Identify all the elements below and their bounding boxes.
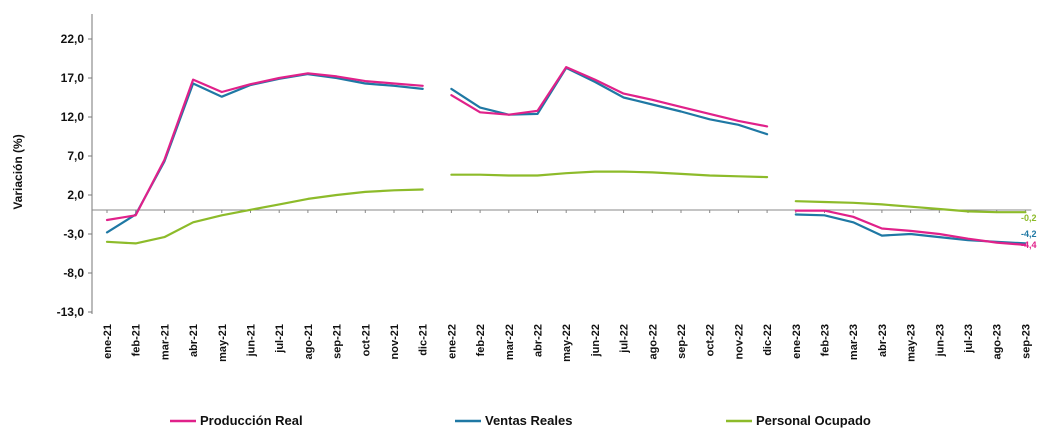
x-tick-label: nov-21 bbox=[389, 324, 401, 359]
x-tick-label: jul-22 bbox=[619, 324, 631, 354]
x-tick-label: sep-22 bbox=[676, 324, 688, 359]
x-tick-label: nov-22 bbox=[733, 324, 745, 359]
x-tick-label: mar-23 bbox=[848, 324, 860, 360]
series-line-personal-ocupado-seg-2 bbox=[794, 200, 1027, 214]
x-tick-label: feb-22 bbox=[475, 324, 487, 356]
series-line-producci-n-real-seg-1 bbox=[450, 66, 769, 128]
x-tick-label: jun-22 bbox=[590, 324, 602, 357]
series-line-ventas-reales-seg-0 bbox=[105, 73, 424, 234]
y-axis-label: Variación (%) bbox=[11, 134, 25, 209]
y-tick-label: 7,0 bbox=[67, 149, 84, 163]
x-tick-label: ago-23 bbox=[992, 324, 1004, 359]
series-line-producci-n-real-seg-0 bbox=[105, 72, 424, 222]
x-tick-label: ene-23 bbox=[791, 324, 803, 359]
x-tick-label: may-23 bbox=[906, 324, 918, 362]
series-lines bbox=[105, 66, 1027, 246]
end-labels: -4,4-4,2 -0,2 bbox=[1021, 213, 1037, 250]
y-tick-label: 17,0 bbox=[61, 71, 85, 85]
x-tick-label: mar-21 bbox=[159, 324, 171, 360]
y-tick-label: 22,0 bbox=[61, 32, 85, 46]
x-tick-label: abr-22 bbox=[533, 324, 545, 357]
y-tick-label: 2,0 bbox=[67, 188, 84, 202]
y-tick-label: 12,0 bbox=[61, 110, 85, 124]
series-line-ventas-reales-seg-1 bbox=[450, 66, 769, 136]
x-tick-label: sep-21 bbox=[332, 324, 344, 359]
x-tick-labels: ene-21 feb-21 mar-21 abr-21 may-21 jun-21 jul-… bbox=[102, 324, 1032, 362]
legend-label: Producción Real bbox=[200, 413, 303, 428]
y-tick-labels: 22,0 17,0 12,0 7,0 2,0 -3,0 -8,0 -13,0 bbox=[57, 32, 85, 319]
x-tick-label: may-21 bbox=[217, 324, 229, 362]
series-line-personal-ocupado-seg-0 bbox=[105, 188, 424, 245]
x-tick-label: jun-23 bbox=[934, 324, 946, 357]
x-tick-label: ene-22 bbox=[446, 324, 458, 359]
x-tick-label: oct-21 bbox=[360, 324, 372, 356]
x-tick-label: sep-23 bbox=[1020, 324, 1032, 359]
x-tick-label: ene-21 bbox=[102, 324, 114, 359]
x-tick-label: oct-22 bbox=[705, 324, 717, 356]
y-tick-label: -13,0 bbox=[57, 305, 85, 319]
x-tick-label: abr-21 bbox=[188, 324, 200, 357]
series-line-ventas-reales-seg-2 bbox=[794, 213, 1027, 245]
y-tick-label: -8,0 bbox=[63, 266, 84, 280]
x-tick-label: jul-21 bbox=[274, 324, 286, 354]
x-tick-label: ago-22 bbox=[647, 324, 659, 359]
x-tick-label: ago-21 bbox=[303, 324, 315, 359]
series-line-personal-ocupado-seg-1 bbox=[450, 170, 769, 179]
x-tick-label: dic-22 bbox=[762, 324, 774, 356]
x-tick-label: may-22 bbox=[561, 324, 573, 362]
axes bbox=[88, 14, 1032, 314]
legend-label: Personal Ocupado bbox=[756, 413, 871, 428]
y-tick-label: -3,0 bbox=[63, 227, 84, 241]
series-line-producci-n-real-seg-2 bbox=[794, 209, 1027, 246]
x-tick-label: feb-23 bbox=[820, 324, 832, 356]
x-tick-label: mar-22 bbox=[504, 324, 516, 360]
end-label: -4,2 bbox=[1021, 229, 1037, 239]
x-tick-label: abr-23 bbox=[877, 324, 889, 357]
x-tick-label: jun-21 bbox=[246, 324, 258, 357]
x-tick-label: feb-21 bbox=[131, 324, 143, 356]
end-label: -4,4 bbox=[1021, 240, 1037, 250]
legend: Producción Real Ventas Reales Personal Ocu… bbox=[170, 413, 871, 428]
x-tick-label: jul-23 bbox=[963, 324, 975, 354]
end-label: -0,2 bbox=[1021, 213, 1037, 223]
x-tick-label: dic-21 bbox=[418, 324, 430, 356]
legend-label: Ventas Reales bbox=[485, 413, 572, 428]
